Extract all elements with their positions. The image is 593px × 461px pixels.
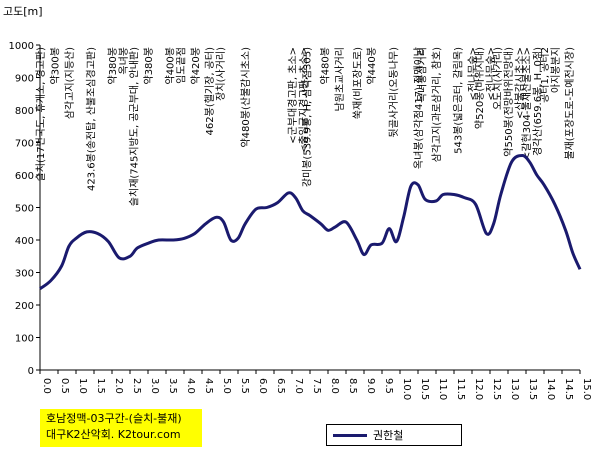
annotation-label: 약480봉(산불감시초소): [240, 47, 252, 148]
annotation-label: 삼각고지(지등산): [64, 47, 76, 119]
credit-line-1: 호남정맥-03구간-(슬치-불재): [46, 412, 182, 425]
annotations: 슬치(17번국도, 휴게소, 경고판) 약300봉 삼각고지(지등산) 423.6봉(…: [34, 47, 576, 206]
x-tick-label: 13.5: [527, 378, 538, 400]
x-tick-label: 12.5: [491, 378, 502, 400]
x-tick-label: 9.5: [383, 378, 394, 394]
annotation-label: 약380봉: [143, 47, 155, 85]
x-tick-label: 4.5: [203, 378, 214, 394]
annotation-label: <전나무숲>: [467, 47, 479, 101]
annotation-label: <갈현304-울재산불초소>: [520, 47, 533, 160]
y-tick-label: 300: [15, 269, 34, 280]
x-tick-label: 11.5: [455, 378, 466, 400]
annotation-label: 슬치재(745지방도, 공군부대, 안내판): [129, 47, 141, 206]
annotation-label: 옥녀봉삼거리: [417, 47, 429, 102]
x-tick-label: 13.0: [509, 378, 520, 400]
series-line: [39, 153, 582, 291]
legend: 권한철: [326, 424, 462, 446]
y-axis-label: 고도[m]: [3, 5, 43, 18]
annotation-label: 경각산(659.6봉, H, 0점): [531, 47, 544, 156]
x-tick-label: 10.0: [401, 378, 412, 400]
x-tick-label: 9.0: [365, 378, 376, 394]
annotation-label: 장치(사거리): [215, 47, 227, 101]
annotation-label: 강미봉(539.9봉, H, 삼각점305): [301, 47, 313, 187]
annotation-label: 옥녀봉(삼각점417) 정맥이남: [413, 47, 425, 169]
x-tick-label: 2.5: [131, 378, 142, 394]
annotation-label: 약550봉(전망바위전망대): [502, 47, 515, 157]
credit-line-2: 대구K2산악회. K2tour.com: [46, 428, 181, 441]
y-tick-label: 400: [15, 236, 34, 247]
x-tick-label: 0.5: [59, 378, 70, 394]
x-tick-label: 1.0: [77, 378, 88, 394]
x-tick-label: 0.0: [41, 378, 52, 394]
y-tick-label: 900: [15, 74, 34, 85]
series: [39, 153, 582, 291]
y-tick-label: 100: [15, 334, 34, 345]
x-tick-label: 1.5: [95, 378, 106, 394]
x-tick-label: 3.0: [149, 378, 160, 394]
x-tick-label: 10.5: [419, 378, 430, 400]
credit-box: 호남정맥-03구간-(슬치-불재) 대구K2산악회. K2tour.com: [40, 409, 202, 447]
annotation-label: 약440봉: [366, 47, 378, 85]
y-tick-label: 0: [28, 366, 34, 377]
y-axis: 0 100 200 300 400 500 600 700 800 900 1000: [9, 41, 41, 377]
annotation-label: 삼각고지(과로삼거리, 참호): [431, 47, 443, 162]
x-tick-label: 7.5: [311, 378, 322, 394]
legend-swatch: [333, 433, 367, 437]
annotation-label: 약420봉: [190, 47, 202, 85]
x-tick-label: 15.0: [581, 378, 592, 400]
annotation-label: <산불감시초소>: [514, 47, 526, 119]
annotation-label: <전나무숲>: [485, 47, 497, 101]
y-tick-label: 700: [15, 139, 34, 150]
annotation-label: 아지봉분지: [550, 47, 562, 93]
annotation-label: 뒷골사거리(오동나무): [387, 47, 400, 138]
annotation-label: 옥녀봉: [118, 47, 130, 75]
annotation-label: 462봉(헬기장, 공터): [204, 47, 216, 136]
annotation-label: <출입금지경고판, 초소>: [297, 47, 310, 153]
x-tick-label: 11.0: [437, 378, 448, 400]
legend-label: 권한철: [373, 429, 404, 442]
x-tick-label: 14.5: [563, 378, 574, 400]
annotation-label: 슬치(17번국도, 휴게소, 경고판): [34, 47, 47, 182]
x-tick-label: 3.5: [167, 378, 178, 394]
annotation-label: 공터1, 공터2: [539, 47, 551, 103]
annotation-label: <군부대경고판, 초소>: [286, 47, 299, 144]
annotation-label: 쑥재(비포장도로): [352, 47, 364, 119]
annotation-label: 약520봉(바위지대): [473, 47, 486, 129]
annotation-label: 543봉(넓은공터, 갈림목): [452, 47, 465, 154]
annotation-label: 423.6봉(송전탑, 산불조심경고판): [84, 47, 97, 191]
x-tick-label: 8.5: [347, 378, 358, 394]
x-tick-label: 6.5: [275, 378, 286, 394]
annotation-label: 불재(포장도로-도예전시장): [564, 47, 576, 160]
x-tick-label: 12.0: [473, 378, 484, 400]
x-tick-label: 7.0: [293, 378, 304, 394]
x-tick-label: 8.0: [329, 378, 340, 394]
annotation-label: 남원초교사거리: [334, 47, 346, 111]
x-tick-label: 4.0: [185, 378, 196, 394]
annotation-label: 약400봉: [165, 47, 177, 85]
x-tick-label: 14.0: [545, 378, 556, 400]
annotation-label: 약480봉: [319, 47, 331, 85]
y-tick-label: 1000: [9, 41, 34, 52]
plot-area: [40, 45, 580, 370]
y-tick-label: 200: [15, 301, 34, 312]
annotation-label: 임도끝점: [174, 47, 187, 84]
y-tick-label: 500: [15, 204, 34, 215]
annotation-label: 약380봉: [107, 47, 119, 85]
x-tick-label: 5.0: [221, 378, 232, 394]
y-tick-label: 600: [15, 171, 34, 182]
x-tick-label: 2.0: [113, 378, 124, 394]
y-tick-label: 800: [15, 106, 34, 117]
annotation-label: 약300봉: [49, 47, 61, 85]
x-tick-label: 5.5: [239, 378, 250, 394]
x-tick-label: 6.0: [257, 378, 268, 394]
x-axis: 0.0 0.5 1.0 1.5 2.0 2.5 3.0 3.5 4.0 4.5 5.0 5.5 6.0 6…: [39, 369, 592, 400]
annotation-label: 오도치(사거리): [492, 47, 504, 110]
